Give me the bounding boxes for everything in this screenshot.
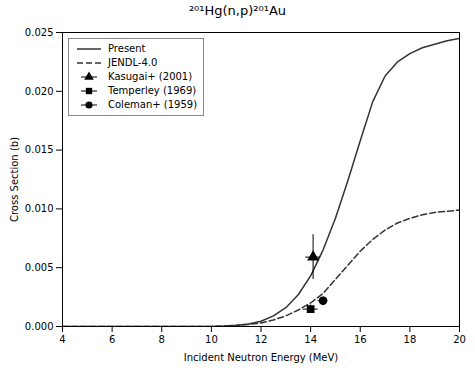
svg-text:16: 16 xyxy=(354,334,367,345)
html-text:Kasugai+ (2001): Kasugai+ (2001) xyxy=(108,71,193,82)
svg-text:0.015: 0.015 xyxy=(25,144,54,155)
svg-text:10: 10 xyxy=(205,334,218,345)
svg-text:0.000: 0.000 xyxy=(25,321,54,332)
svg-text:6: 6 xyxy=(109,334,115,345)
svg-text:18: 18 xyxy=(404,334,417,345)
html-text:Temperley (1969): Temperley (1969) xyxy=(108,85,197,96)
svg-text:12: 12 xyxy=(255,334,268,345)
html-text:²⁰¹Hg(n,p)²⁰¹Au: ²⁰¹Hg(n,p)²⁰¹Au xyxy=(188,3,287,18)
svg-text:20: 20 xyxy=(453,334,466,345)
svg-text:14: 14 xyxy=(304,334,317,345)
svg-text:Cross Section (b): Cross Section (b) xyxy=(9,137,20,222)
svg-text:4: 4 xyxy=(59,334,65,345)
svg-text:8: 8 xyxy=(159,334,165,345)
svg-text:0.010: 0.010 xyxy=(25,203,54,214)
html-text:Coleman+ (1959): Coleman+ (1959) xyxy=(108,99,198,110)
svg-text:0.005: 0.005 xyxy=(25,262,54,273)
html-text:Present: Present xyxy=(108,43,146,54)
svg-text:0.020: 0.020 xyxy=(25,86,54,97)
html-text:JENDL-4.0: JENDL-4.0 xyxy=(108,57,158,68)
svg-text:Incident Neutron Energy (MeV): Incident Neutron Energy (MeV) xyxy=(184,352,339,363)
svg-text:0.025: 0.025 xyxy=(25,27,54,38)
